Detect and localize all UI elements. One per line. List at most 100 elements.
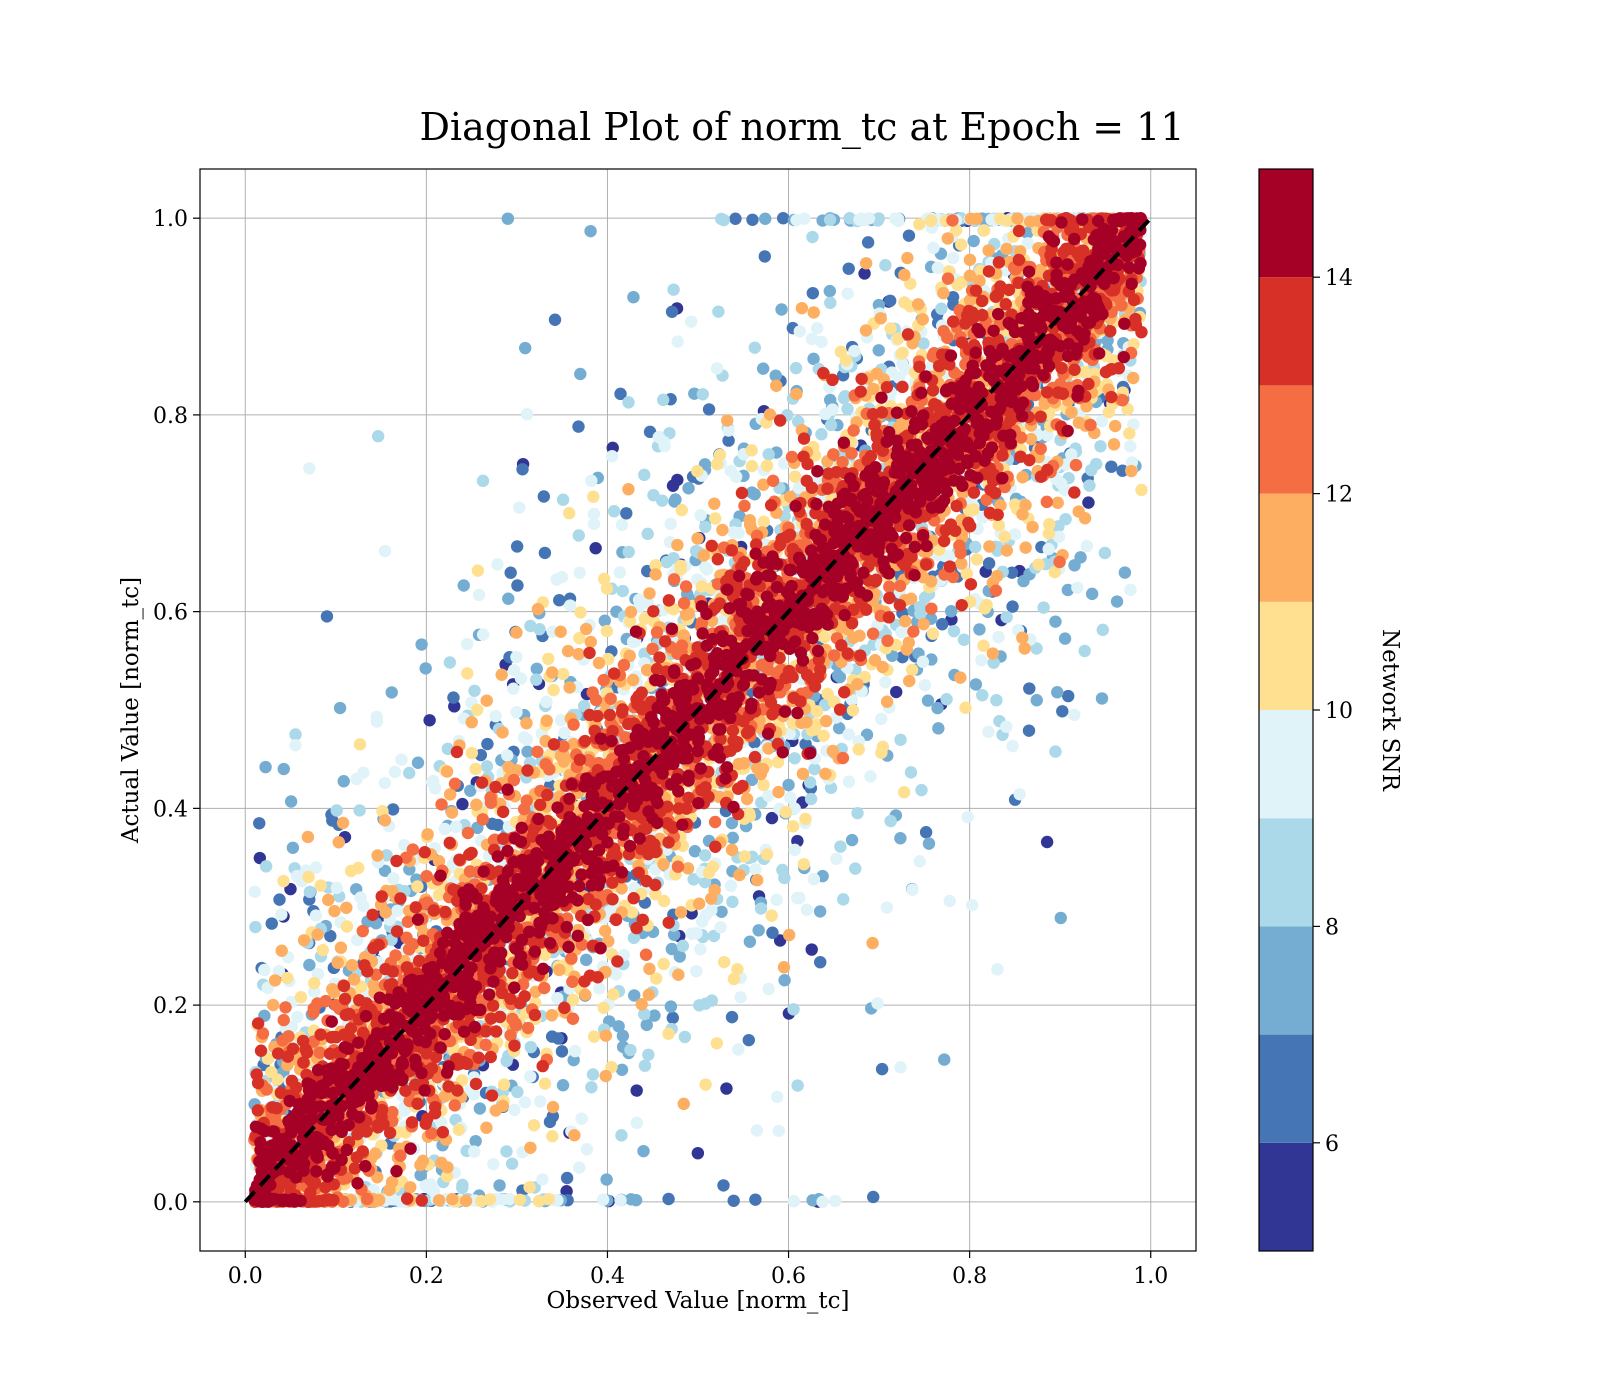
scatter-point: [445, 806, 459, 819]
scatter-point: [613, 566, 627, 579]
scatter-point: [1040, 495, 1054, 509]
scatter-point: [726, 895, 739, 909]
scatter-point: [387, 872, 400, 885]
scatter-point: [521, 745, 534, 758]
scatter-point: [640, 663, 654, 677]
scatter-point: [950, 224, 963, 237]
scatter-point: [505, 1157, 519, 1170]
scatter-point: [816, 1195, 829, 1208]
scatter-point: [922, 837, 936, 850]
scatter-point: [894, 733, 907, 746]
scatter-point: [277, 762, 290, 776]
scatter-point: [1037, 601, 1050, 614]
scatter-point: [671, 538, 684, 552]
scatter-point: [623, 615, 637, 628]
scatter-point: [400, 931, 413, 944]
scatter-point: [846, 704, 860, 717]
scatter-point: [884, 322, 897, 335]
scatter-point: [1110, 595, 1124, 608]
scatter-point: [762, 448, 775, 461]
scatter-point: [314, 879, 327, 892]
scatter-point: [624, 1193, 638, 1206]
scatter-point: [616, 584, 629, 598]
scatter-point: [762, 789, 775, 802]
scatter-point: [586, 1068, 600, 1081]
scatter-point: [1094, 440, 1107, 453]
scatter-point: [669, 493, 682, 506]
scatter-point: [791, 1079, 804, 1092]
scatter-point: [1056, 705, 1069, 718]
scatter-point: [449, 820, 463, 834]
scatter-point: [303, 958, 316, 972]
scatter-point: [941, 232, 954, 245]
scatter-point: [604, 692, 617, 705]
scatter-point: [681, 862, 695, 875]
scatter-point: [530, 673, 543, 686]
scatter-point: [698, 875, 712, 889]
scatter-point: [289, 739, 302, 752]
scatter-point: [1135, 483, 1148, 497]
scatter-point: [497, 1078, 511, 1091]
scatter-point: [547, 683, 560, 697]
scatter-point: [465, 746, 479, 760]
scatter-point: [829, 1194, 842, 1208]
scatter-point: [537, 490, 551, 503]
scatter-point: [1026, 520, 1039, 534]
scatter-point: [501, 212, 515, 225]
scatter-point: [281, 971, 294, 985]
scatter-point: [1125, 464, 1138, 478]
scatter-point: [710, 362, 724, 375]
scatter-point: [334, 941, 348, 954]
scatter-point: [248, 885, 261, 898]
scatter-point: [826, 403, 839, 416]
scatter-point: [642, 988, 656, 1001]
scatter-point: [320, 610, 334, 623]
scatter-point: [641, 527, 654, 541]
scatter-point: [440, 765, 454, 778]
scatter-point: [284, 882, 297, 896]
scatter-point: [294, 991, 308, 1004]
scatter-point: [423, 714, 436, 727]
scatter-point: [600, 1173, 613, 1186]
scatter-point: [391, 904, 404, 917]
scatter-point: [1096, 623, 1109, 637]
scatter-point: [471, 564, 485, 577]
scatter-point: [833, 670, 847, 684]
scatter-point: [842, 262, 855, 275]
scatter-point: [657, 957, 670, 971]
scatter-point: [757, 778, 770, 792]
scatter-point: [370, 715, 384, 728]
scatter-point: [837, 391, 851, 405]
scatter-point: [563, 599, 577, 612]
scatter-point: [665, 305, 679, 318]
scatter-point: [990, 694, 1003, 707]
scatter-point: [291, 1010, 304, 1024]
scatter-point: [622, 545, 635, 559]
scatter-point: [605, 1060, 618, 1074]
scatter-point: [708, 497, 721, 510]
scatter-point: [973, 623, 986, 636]
scatter-point: [682, 607, 695, 620]
scatter-point: [866, 936, 879, 950]
scatter-point: [726, 831, 739, 845]
scatter-point: [277, 874, 290, 888]
scatter-point: [587, 1030, 601, 1043]
scatter-point: [715, 905, 728, 918]
scatter-point: [614, 1194, 627, 1207]
scatter-point: [303, 462, 316, 475]
scatter-point: [788, 752, 801, 765]
scatter-point: [532, 1194, 546, 1208]
scatter-point: [1124, 583, 1137, 597]
scatter-point: [480, 760, 494, 773]
scatter-point: [845, 693, 859, 706]
scatter-point: [440, 1170, 454, 1183]
scatter-point: [847, 631, 860, 644]
scatter-point: [508, 1103, 521, 1117]
scatter-point: [580, 622, 593, 636]
scatter-point: [253, 817, 266, 830]
scatter-point: [573, 566, 586, 579]
scatter-point: [760, 848, 774, 861]
scatter-point: [589, 542, 602, 555]
scatter-point: [932, 722, 945, 735]
scatter-point: [734, 991, 747, 1004]
